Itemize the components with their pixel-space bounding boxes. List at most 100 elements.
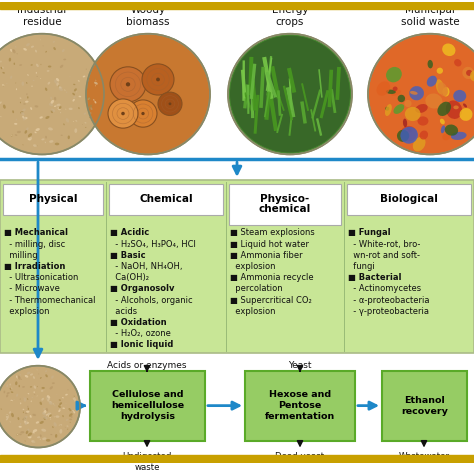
Circle shape: [121, 112, 125, 115]
Circle shape: [368, 34, 474, 155]
Ellipse shape: [386, 90, 396, 94]
Ellipse shape: [31, 440, 36, 443]
Ellipse shape: [33, 441, 35, 443]
Text: ■ Oxidation: ■ Oxidation: [110, 318, 167, 327]
Ellipse shape: [47, 398, 50, 401]
Ellipse shape: [60, 424, 62, 426]
Ellipse shape: [47, 395, 50, 399]
Ellipse shape: [385, 104, 392, 116]
Ellipse shape: [28, 133, 32, 137]
Ellipse shape: [69, 409, 71, 410]
Ellipse shape: [453, 105, 459, 109]
Ellipse shape: [54, 79, 57, 84]
Ellipse shape: [44, 389, 46, 391]
Ellipse shape: [58, 405, 61, 408]
Ellipse shape: [65, 427, 66, 428]
Bar: [0, 1, 474, 9]
Ellipse shape: [11, 392, 13, 393]
Ellipse shape: [27, 393, 29, 394]
Ellipse shape: [438, 82, 448, 96]
Ellipse shape: [65, 403, 66, 404]
Bar: [0, 456, 474, 463]
Ellipse shape: [27, 138, 31, 140]
Ellipse shape: [441, 126, 445, 133]
Ellipse shape: [392, 87, 398, 91]
Ellipse shape: [68, 408, 72, 411]
Text: Undigested
waste: Undigested waste: [122, 452, 172, 472]
Ellipse shape: [55, 415, 59, 418]
Ellipse shape: [28, 432, 32, 437]
Ellipse shape: [15, 134, 18, 136]
Ellipse shape: [26, 43, 30, 46]
Text: Cellulose and
hemicellulose
hydrolysis: Cellulose and hemicellulose hydrolysis: [111, 390, 184, 421]
Ellipse shape: [54, 422, 57, 427]
Circle shape: [129, 100, 157, 127]
Ellipse shape: [20, 80, 21, 81]
Ellipse shape: [40, 438, 41, 440]
Ellipse shape: [10, 49, 12, 52]
Bar: [109, 183, 223, 215]
Ellipse shape: [60, 112, 61, 113]
Ellipse shape: [442, 87, 449, 97]
Bar: [382, 371, 467, 441]
Ellipse shape: [15, 382, 18, 385]
Ellipse shape: [11, 135, 12, 137]
Ellipse shape: [14, 63, 15, 65]
Ellipse shape: [14, 399, 15, 400]
Ellipse shape: [86, 69, 87, 70]
Text: Municipal
solid waste: Municipal solid waste: [401, 5, 459, 27]
Ellipse shape: [74, 88, 77, 91]
Ellipse shape: [17, 434, 18, 436]
Ellipse shape: [51, 375, 54, 379]
Ellipse shape: [428, 60, 433, 68]
Ellipse shape: [39, 116, 43, 118]
Ellipse shape: [59, 88, 63, 91]
Ellipse shape: [41, 138, 45, 140]
Ellipse shape: [70, 415, 73, 418]
Ellipse shape: [20, 379, 22, 380]
Ellipse shape: [41, 398, 44, 401]
Ellipse shape: [54, 105, 56, 107]
Ellipse shape: [15, 46, 17, 48]
Ellipse shape: [442, 133, 450, 140]
Ellipse shape: [50, 386, 53, 390]
Ellipse shape: [26, 430, 28, 434]
Ellipse shape: [59, 400, 61, 401]
Circle shape: [0, 34, 104, 155]
Ellipse shape: [410, 91, 418, 95]
Ellipse shape: [85, 127, 86, 128]
Ellipse shape: [6, 418, 8, 420]
Ellipse shape: [50, 434, 53, 435]
Ellipse shape: [6, 83, 8, 84]
Ellipse shape: [17, 376, 20, 378]
Ellipse shape: [45, 136, 47, 138]
Ellipse shape: [26, 128, 28, 130]
Ellipse shape: [442, 44, 456, 56]
Ellipse shape: [42, 438, 46, 440]
Text: - α-proteobacteria: - α-proteobacteria: [348, 296, 429, 305]
Ellipse shape: [27, 428, 29, 432]
Ellipse shape: [74, 128, 77, 133]
Text: explosion: explosion: [4, 307, 49, 316]
Ellipse shape: [52, 383, 55, 384]
Ellipse shape: [54, 47, 56, 50]
Ellipse shape: [73, 121, 74, 122]
Ellipse shape: [68, 136, 70, 139]
Ellipse shape: [41, 428, 46, 432]
Ellipse shape: [17, 53, 18, 55]
Text: Physical: Physical: [29, 194, 77, 204]
Ellipse shape: [76, 91, 77, 92]
Ellipse shape: [6, 394, 9, 397]
Ellipse shape: [0, 116, 1, 117]
Ellipse shape: [48, 402, 53, 405]
Ellipse shape: [6, 414, 9, 419]
Ellipse shape: [12, 110, 14, 113]
Ellipse shape: [69, 413, 73, 417]
Ellipse shape: [62, 415, 64, 417]
Ellipse shape: [14, 123, 18, 125]
Ellipse shape: [463, 103, 467, 108]
Ellipse shape: [26, 410, 29, 413]
Ellipse shape: [20, 399, 21, 400]
Ellipse shape: [33, 376, 35, 379]
Ellipse shape: [84, 122, 87, 123]
